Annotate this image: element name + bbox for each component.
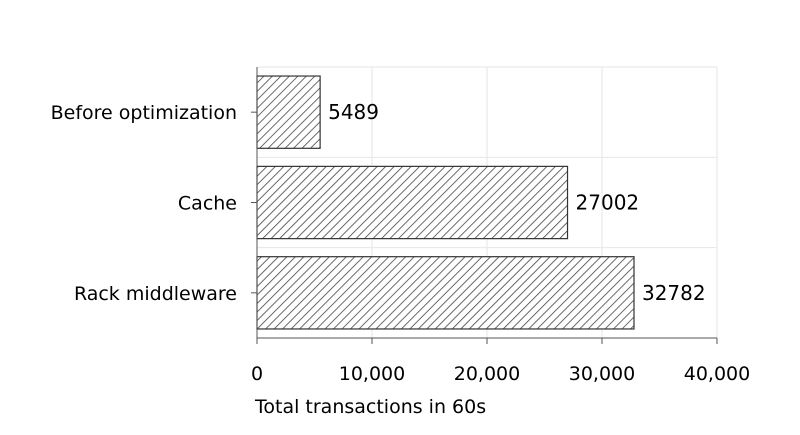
x-tick-label: 0	[251, 363, 263, 385]
x-tick-label: 10,000	[339, 363, 405, 385]
category-label: Cache	[178, 193, 237, 215]
bar	[256, 165, 569, 240]
bar-value-label: 32782	[642, 281, 706, 305]
bar-value-label: 27002	[576, 191, 640, 215]
bar	[256, 256, 635, 330]
x-tick-label: 40,000	[684, 363, 750, 385]
bars	[256, 75, 635, 330]
bar-value-label: 5489	[328, 100, 379, 124]
category-label: Rack middleware	[74, 283, 237, 305]
bar	[256, 75, 321, 149]
category-label: Before optimization	[51, 102, 237, 124]
axes	[251, 67, 718, 344]
x-tick-label: 30,000	[569, 363, 635, 385]
x-tick-label: 20,000	[454, 363, 520, 385]
x-axis-title: Total transactions in 60s	[254, 396, 486, 418]
labels: 5489 Before optimization 27002 Cache 32782 Ra…	[51, 100, 751, 385]
gridlines	[257, 66, 718, 338]
